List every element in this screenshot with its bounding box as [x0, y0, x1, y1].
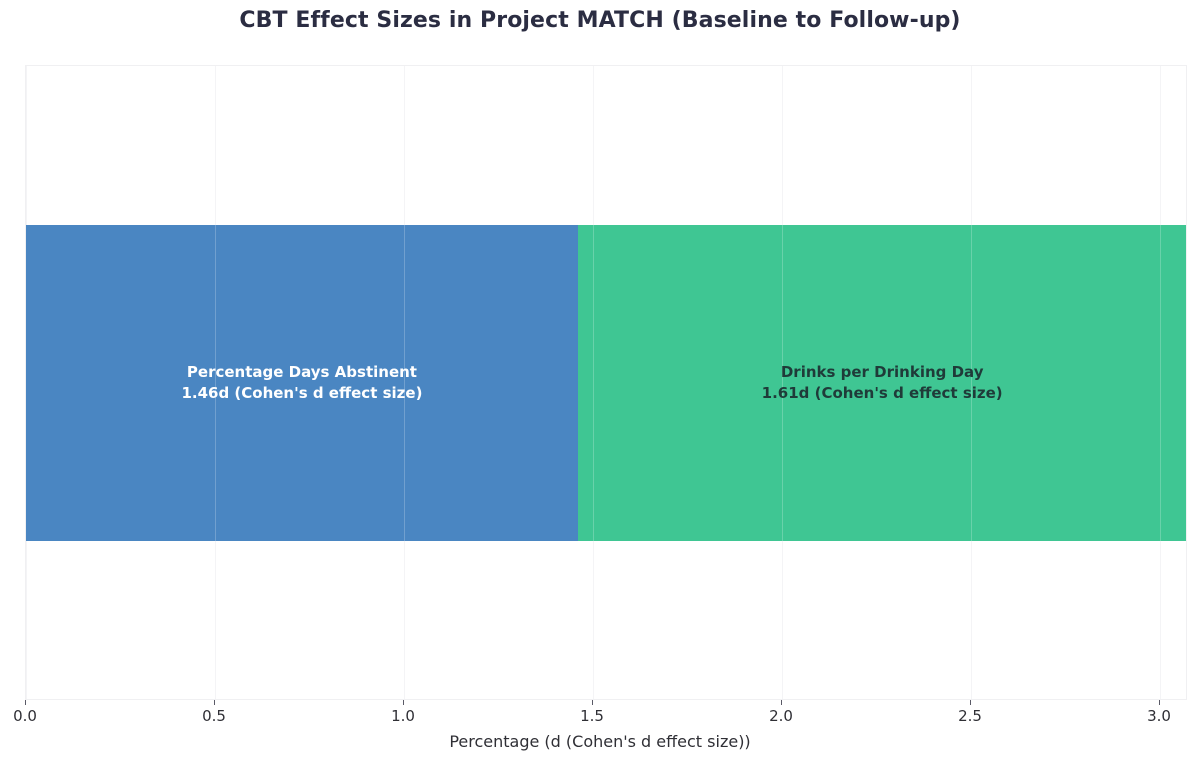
x-tick-mark — [970, 700, 971, 705]
x-axis-label: Percentage (d (Cohen's d effect size)) — [449, 732, 751, 751]
x-tick-mark — [592, 700, 593, 705]
bar-gridline — [215, 225, 216, 541]
x-tick-label: 0.5 — [202, 707, 226, 725]
plot-area: Percentage Days Abstinent 1.46d (Cohen's … — [25, 65, 1187, 700]
x-tick-label: 3.0 — [1147, 707, 1171, 725]
bar-segment[interactable] — [577, 225, 1187, 541]
x-tick-label: 1.0 — [391, 707, 415, 725]
bar-gridline — [781, 225, 783, 541]
bar-gridline — [404, 225, 405, 541]
x-tick-label: 1.5 — [580, 707, 604, 725]
x-tick-label: 2.0 — [769, 707, 793, 725]
x-tick-label: 2.5 — [958, 707, 982, 725]
x-tick-label: 0.0 — [13, 707, 37, 725]
x-tick-mark — [403, 700, 404, 705]
bar-gridline — [1159, 225, 1161, 541]
bar-gridline — [592, 225, 594, 541]
bar-gridline — [970, 225, 972, 541]
x-tick-mark — [214, 700, 215, 705]
x-tick-mark — [25, 700, 26, 705]
x-tick-mark — [1159, 700, 1160, 705]
x-tick-mark — [781, 700, 782, 705]
bar-segment[interactable] — [26, 225, 578, 541]
bar-series: Percentage Days Abstinent 1.46d (Cohen's … — [26, 225, 1188, 541]
page-title: CBT Effect Sizes in Project MATCH (Basel… — [239, 8, 961, 33]
